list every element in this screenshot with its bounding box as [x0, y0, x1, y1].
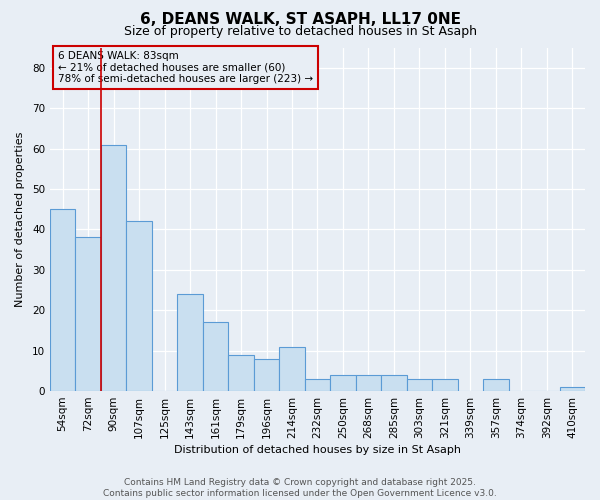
Text: 6, DEANS WALK, ST ASAPH, LL17 0NE: 6, DEANS WALK, ST ASAPH, LL17 0NE [139, 12, 461, 28]
Bar [178, 294, 203, 391]
Bar [305, 379, 330, 391]
Y-axis label: Number of detached properties: Number of detached properties [15, 132, 25, 307]
Bar [407, 379, 432, 391]
Text: Size of property relative to detached houses in St Asaph: Size of property relative to detached ho… [124, 25, 476, 38]
Text: Contains HM Land Registry data © Crown copyright and database right 2025.
Contai: Contains HM Land Registry data © Crown c… [103, 478, 497, 498]
Bar [560, 387, 585, 391]
Text: 6 DEANS WALK: 83sqm
← 21% of detached houses are smaller (60)
78% of semi-detach: 6 DEANS WALK: 83sqm ← 21% of detached ho… [58, 51, 313, 84]
Bar [279, 346, 305, 391]
Bar [432, 379, 458, 391]
Bar [76, 238, 101, 391]
Bar [483, 379, 509, 391]
Bar [203, 322, 228, 391]
Bar [50, 209, 76, 391]
Bar [254, 358, 279, 391]
Bar [356, 375, 381, 391]
Bar [101, 144, 127, 391]
X-axis label: Distribution of detached houses by size in St Asaph: Distribution of detached houses by size … [174, 445, 461, 455]
Bar [228, 354, 254, 391]
Bar [330, 375, 356, 391]
Bar [381, 375, 407, 391]
Bar [127, 222, 152, 391]
